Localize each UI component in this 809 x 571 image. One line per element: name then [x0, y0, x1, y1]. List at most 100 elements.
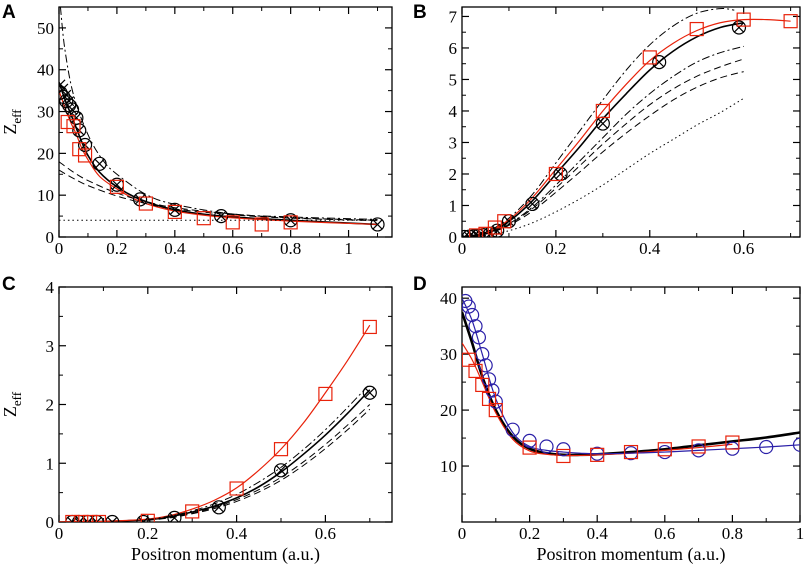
- data-point-square-d: [522, 440, 537, 455]
- data-point-cross-c: [107, 516, 118, 522]
- data-point-cross-a: [64, 96, 75, 107]
- plot-frame-a: [58, 6, 393, 238]
- data-point-square-a: [66, 119, 81, 134]
- data-point-circle-b: [462, 229, 472, 237]
- data-point-square-a: [196, 211, 211, 226]
- data-point-square-a: [77, 148, 93, 163]
- y-tick-label-b: 2: [449, 165, 458, 184]
- y-tick-label-c: 1: [46, 454, 55, 473]
- data-point-square-d: [468, 363, 483, 379]
- data-point-cross-c: [275, 465, 287, 476]
- data-point-cross-b: [503, 216, 514, 227]
- series-line-d-1: [462, 342, 733, 457]
- data-point-cross-b: [462, 231, 470, 237]
- x-tick-label-c: 0.6: [315, 524, 336, 543]
- data-point-square-b: [548, 166, 563, 182]
- panel-c: C 0 0.2 0.4 0.6 0 1 2 3 4 Zeff Positron momentum (…: [0, 274, 393, 565]
- data-point-square-d: [556, 448, 571, 464]
- y-tick-label-b: 4: [449, 102, 458, 121]
- data-point-circle-d: [478, 358, 493, 373]
- panel-label-d: D: [413, 274, 427, 295]
- data-point-cross-c: [73, 516, 85, 522]
- y-tick-label-a: 30: [37, 103, 54, 122]
- series-line-c-3: [147, 404, 371, 521]
- y-axis-title-main-c: Z: [0, 406, 20, 417]
- plot-frame-b: [461, 6, 801, 238]
- series-line-d-0: [462, 311, 800, 457]
- series-line-a-3: [59, 161, 378, 221]
- data-point-square-a: [138, 196, 153, 211]
- x-tick-label-b: 0.6: [733, 239, 754, 258]
- data-point-circle-d: [539, 439, 554, 454]
- data-point-cross-c: [82, 516, 93, 522]
- y-axis-title-c: Zeff: [0, 391, 24, 417]
- y-tick-label-a: 50: [37, 19, 54, 38]
- x-tick-label-a: 0: [55, 239, 64, 258]
- x-tick-label-a: 0.6: [222, 239, 243, 258]
- x-tick-label-b: 0: [458, 239, 467, 258]
- data-point-circle-b: [652, 55, 667, 70]
- x-axis-title-d: Positron momentum (a.u.): [537, 544, 726, 565]
- data-point-cross-b: [527, 198, 538, 209]
- data-point-square-c: [229, 481, 244, 496]
- panel-label-a: A: [2, 2, 16, 23]
- x-tick-label-c: 0.4: [226, 524, 248, 543]
- series-line-b-4: [462, 58, 744, 237]
- data-point-square-a: [60, 114, 75, 130]
- data-point-square-d: [623, 444, 639, 460]
- data-point-square-c: [273, 442, 289, 457]
- data-point-square-d: [590, 447, 605, 462]
- y-tick-label-b: 7: [449, 7, 458, 26]
- y-tick-label-b: 0: [449, 228, 458, 247]
- y-tick-label-a: 20: [37, 144, 54, 163]
- data-point-circle-d: [471, 330, 486, 345]
- data-point-cross-a: [67, 104, 78, 115]
- y-axis-title-sub-a: eff: [9, 109, 24, 124]
- data-point-cross-c: [213, 502, 224, 513]
- x-tick-label-d: 0.2: [519, 524, 540, 543]
- data-point-square-c: [91, 514, 107, 522]
- series-line-c-4: [147, 408, 371, 521]
- data-point-square-c: [140, 513, 155, 522]
- data-point-cross-a: [285, 215, 296, 226]
- data-point-cross-b: [555, 168, 566, 180]
- data-point-circle-a: [132, 192, 148, 207]
- series-line-c-2: [147, 383, 371, 521]
- series-line-a-0: [59, 82, 378, 226]
- y-tick-label-d: 10: [440, 457, 457, 476]
- data-point-square-b: [497, 214, 512, 229]
- data-point-circle-d: [462, 299, 476, 314]
- data-point-cross-a: [94, 158, 105, 169]
- data-layer-c: [59, 319, 377, 522]
- panel-label-b: B: [413, 2, 427, 23]
- data-point-circle-b: [525, 196, 540, 212]
- data-point-circle-c: [136, 514, 151, 522]
- data-point-circle-a: [370, 217, 385, 232]
- y-tick-label-b: 5: [449, 70, 458, 89]
- data-point-square-d: [725, 435, 740, 450]
- x-tick-label-d: 0.8: [722, 524, 743, 543]
- data-point-circle-c: [211, 500, 226, 515]
- data-point-square-a: [283, 215, 298, 230]
- data-point-cross-b: [733, 22, 744, 33]
- data-point-circle-a: [77, 137, 93, 153]
- x-tick-label-d: 0.4: [587, 524, 609, 543]
- series-line-b-3: [462, 45, 744, 237]
- y-tick-label-d: 20: [440, 401, 457, 420]
- data-layer-d: [462, 293, 800, 464]
- data-point-circle-d: [792, 437, 800, 452]
- y-tick-label-b: 3: [449, 133, 458, 152]
- data-point-circle-d: [759, 439, 774, 455]
- data-point-square-d: [657, 442, 672, 457]
- data-point-cross-b: [597, 118, 608, 129]
- y-tick-label-c: 2: [46, 396, 55, 415]
- data-point-square-b: [736, 12, 751, 27]
- data-point-square-b: [783, 14, 798, 29]
- y-tick-label-b: 1: [449, 196, 458, 215]
- x-tick-label-c: 0: [55, 524, 64, 543]
- x-tick-label-d: 1: [796, 524, 805, 543]
- data-point-cross-a: [59, 79, 66, 90]
- x-tick-label-b: 0.2: [545, 239, 566, 258]
